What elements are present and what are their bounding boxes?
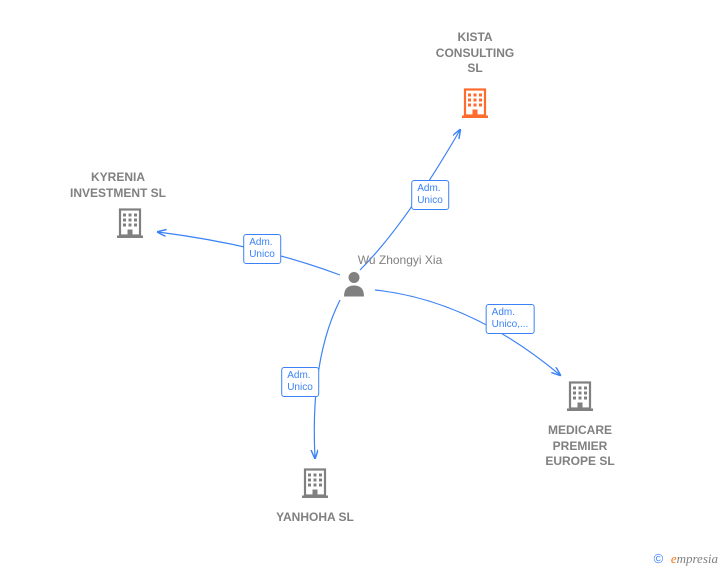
- company-label: MEDICAREPREMIEREUROPE SL: [545, 423, 614, 470]
- edge-label: Adm.Unico: [411, 180, 449, 210]
- building-icon: [563, 379, 597, 418]
- person-label: Wu Zhongyi Xia: [358, 253, 443, 267]
- copyright-symbol: ©: [654, 551, 664, 566]
- company-label: KISTACONSULTINGSL: [436, 30, 514, 77]
- edge-label: Adm.Unico,...: [486, 304, 535, 334]
- person-icon: [339, 269, 369, 304]
- edge-label: Adm.Unico: [243, 234, 281, 264]
- edge-label: Adm.Unico: [281, 367, 319, 397]
- brand-rest: mpresia: [677, 551, 718, 566]
- building-icon: [298, 466, 332, 505]
- company-label: YANHOHA SL: [276, 510, 354, 526]
- building-icon: [458, 86, 492, 125]
- watermark: © empresia: [654, 551, 718, 567]
- building-icon: [113, 206, 147, 245]
- company-label: KYRENIAINVESTMENT SL: [70, 170, 166, 201]
